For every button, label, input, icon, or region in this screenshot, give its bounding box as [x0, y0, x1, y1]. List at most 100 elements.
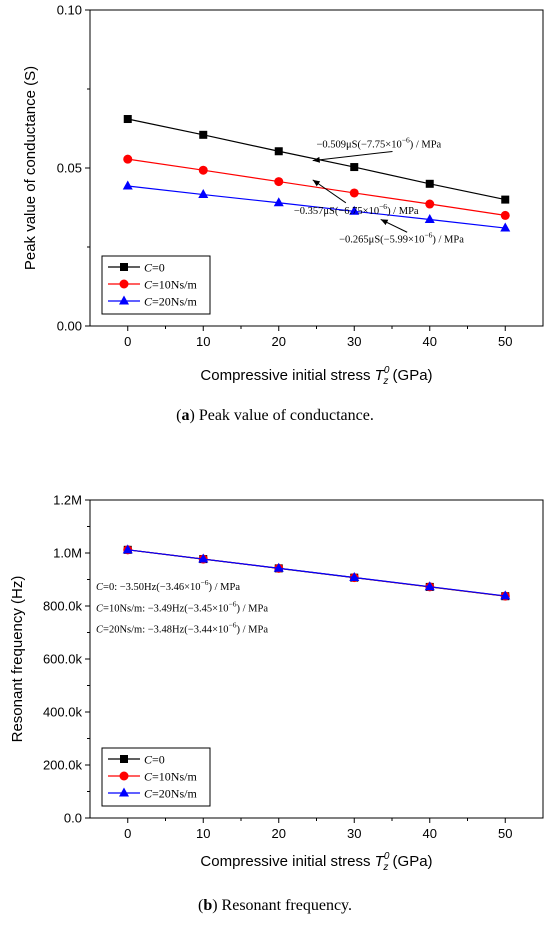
- caption-paren: (: [176, 407, 181, 424]
- legend-symbol: C: [144, 261, 153, 275]
- annotation-text: =10Ns/m: −3.49Hz(−3.45×10: [103, 603, 228, 614]
- x-tick-label: 20: [272, 334, 286, 349]
- annotation-sup: −6: [402, 135, 410, 144]
- data-point: [274, 177, 284, 187]
- legend-entry-1: C=10Ns/m: [144, 278, 197, 292]
- series-1: [123, 154, 510, 220]
- annotation-arrow: [312, 179, 347, 204]
- annotation-text: −0.509μS(−7.75×10: [317, 139, 402, 150]
- annotation-text: −0.357μS(−6.75×10: [294, 206, 379, 217]
- data-point: [198, 553, 209, 563]
- data-point: [350, 163, 359, 172]
- data-point: [273, 562, 284, 572]
- data-point: [273, 197, 284, 207]
- legend-marker: [119, 787, 129, 797]
- annotation-2: −0.265μS(−5.99×10−6) / MPa: [339, 230, 464, 245]
- data-point: [198, 189, 209, 199]
- legend: C=0 C=10Ns/m C=20Ns/m: [101, 255, 211, 315]
- series-2: [122, 180, 511, 232]
- y-tick-label: 600.0k: [43, 652, 83, 667]
- x-axis-label: Compressive initial stress T0 z (GPa): [200, 851, 432, 873]
- data-point: [500, 210, 510, 220]
- legend-marker: [120, 263, 128, 271]
- legend-label: =0: [152, 261, 165, 275]
- legend-symbol: C: [144, 753, 153, 767]
- y-tick-label: 200.0k: [43, 758, 83, 773]
- x-tick-label: 50: [498, 826, 512, 841]
- annotation-symbol: C: [96, 582, 104, 593]
- x-tick-label: 50: [498, 334, 512, 349]
- legend-label: =0: [152, 753, 165, 767]
- x-axis-label-sub: z: [382, 862, 388, 873]
- annotation-sup: −6: [201, 578, 209, 587]
- data-point: [349, 188, 359, 198]
- caption-paren: (: [198, 897, 203, 914]
- x-tick-label: 10: [196, 334, 210, 349]
- y-tick-label: 800.0k: [43, 599, 83, 614]
- annotation-arrow: [312, 150, 393, 163]
- annotation-symbol: C: [96, 603, 104, 614]
- x-axis-label-symbol: T: [375, 853, 386, 870]
- data-point: [500, 590, 511, 600]
- legend-entry-2: C=20Ns/m: [144, 295, 197, 309]
- y-tick-label: 0.0: [64, 811, 82, 826]
- annotation-text: −0.265μS(−5.99×10: [339, 234, 424, 245]
- x-axis-label-suffix: (GPa): [388, 367, 432, 384]
- x-axis-label-sup: 0: [384, 365, 390, 376]
- annotation-1: C=10Ns/m: −3.49Hz(−3.45×10−6) / MPa: [96, 599, 268, 614]
- legend-marker: [119, 771, 129, 781]
- annotation-sup: −6: [229, 599, 237, 608]
- annotation-0: C=0: −3.50Hz(−3.46×10−6) / MPa: [96, 578, 240, 593]
- legend-entry-1: C=10Ns/m: [144, 770, 197, 784]
- x-tick-label: 30: [347, 826, 361, 841]
- data-point: [425, 199, 435, 209]
- legend-marker: [119, 295, 129, 305]
- x-tick-label: 10: [196, 826, 210, 841]
- x-tick-label: 30: [347, 334, 361, 349]
- legend-marker: [120, 755, 128, 763]
- data-point: [424, 581, 435, 591]
- annotation-tail: ) / MPa: [209, 582, 241, 593]
- data-point: [123, 154, 133, 164]
- x-axis-label-suffix: (GPa): [388, 853, 432, 870]
- x-tick-label: 40: [423, 334, 437, 349]
- data-point: [500, 222, 511, 232]
- annotation-text: =0: −3.50Hz(−3.46×10: [103, 582, 200, 593]
- data-point: [349, 205, 360, 215]
- series-0: [123, 115, 510, 204]
- x-axis-label-prefix: Compressive initial stress: [200, 367, 374, 384]
- annotation-tail: ) / MPa: [387, 206, 419, 217]
- x-axis-label-sup: 0: [384, 851, 390, 862]
- y-axis-label: Resonant frequency (Hz): [9, 576, 26, 743]
- x-axis-label-symbol: T: [375, 367, 386, 384]
- annotation-tail: ) / MPa: [410, 139, 442, 150]
- data-point: [424, 214, 435, 224]
- data-point: [122, 544, 133, 554]
- legend-symbol: C: [144, 787, 153, 801]
- legend-symbol: C: [144, 770, 153, 784]
- figure-caption: (b) Resonant frequency.: [198, 897, 352, 914]
- chart-panel-a: 0 10 20 30 40 50 0.00 0.05 0.10 Compressive initi…: [22, 3, 544, 424]
- x-axis-label: Compressive initial stress T0 z (GPa): [200, 365, 432, 387]
- figure-caption: (a) Peak value of conductance.: [176, 407, 374, 424]
- x-axis-label-prefix: Compressive initial stress: [200, 853, 374, 870]
- y-axis-label: Peak value of conductance (S): [22, 66, 39, 270]
- series-line: [127, 549, 506, 597]
- legend-label: =20Ns/m: [152, 295, 197, 309]
- data-point: [349, 571, 360, 581]
- legend-label: =20Ns/m: [152, 787, 197, 801]
- legend-label: =10Ns/m: [152, 278, 197, 292]
- legend-label: =10Ns/m: [152, 770, 197, 784]
- annotation-tail: ) / MPa: [432, 234, 464, 245]
- data-point: [199, 130, 208, 139]
- annotation-tail: ) / MPa: [237, 603, 269, 614]
- y-tick-label: 1.2M: [53, 493, 82, 508]
- annotation-tail: ) / MPa: [237, 625, 269, 636]
- x-tick-label: 20: [272, 826, 286, 841]
- data-point: [501, 195, 510, 204]
- y-tick-label: 0.10: [57, 3, 82, 18]
- caption-paren: ): [189, 407, 194, 424]
- x-tick-label: 0: [124, 826, 131, 841]
- annotation-symbol: C: [96, 625, 104, 636]
- y-tick-label: 1.0M: [53, 546, 82, 561]
